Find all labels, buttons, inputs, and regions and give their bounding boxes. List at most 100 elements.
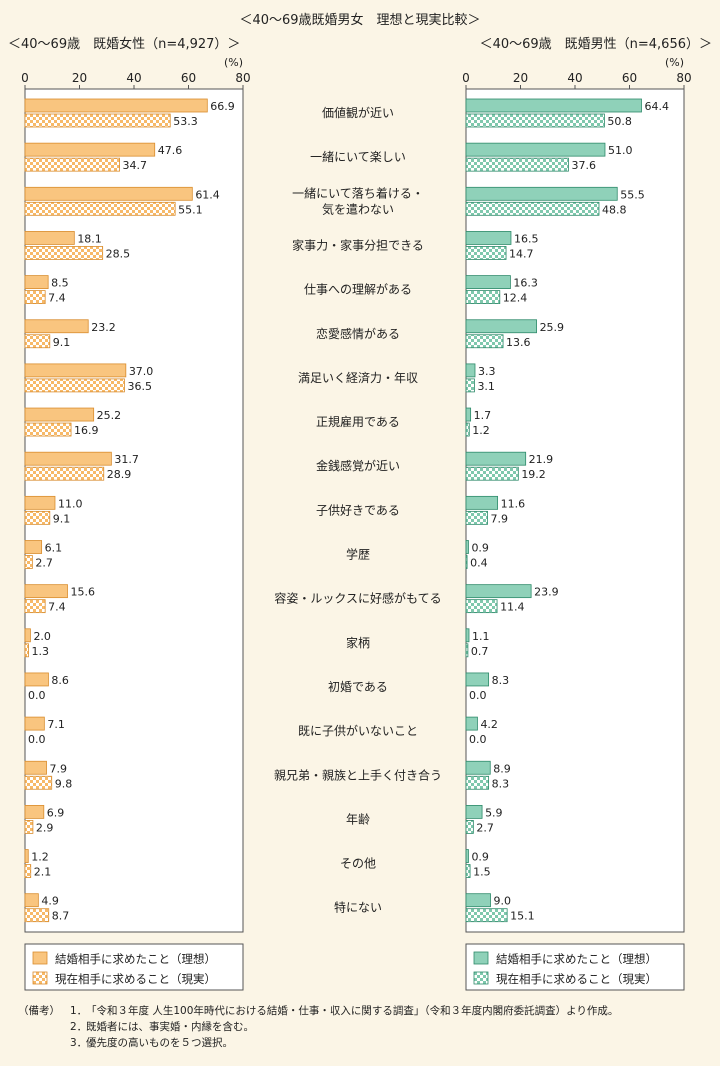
notes-label: （備考） bbox=[18, 1005, 60, 1017]
tick-label: 0 bbox=[21, 71, 29, 85]
bar-current bbox=[465, 510, 488, 525]
bar-ideal bbox=[24, 672, 49, 687]
bar-ideal bbox=[24, 451, 112, 466]
bar-ideal bbox=[24, 805, 45, 819]
data-label: 0.7 bbox=[471, 645, 489, 658]
data-label: 11.6 bbox=[501, 497, 526, 510]
bar-current bbox=[465, 422, 470, 437]
bar-ideal bbox=[465, 495, 499, 510]
category-label: 容姿・ルックスに好感がもてる bbox=[274, 591, 441, 606]
bar-current bbox=[24, 908, 50, 923]
bar-current bbox=[465, 201, 600, 216]
bar-current bbox=[465, 599, 498, 614]
bar-current bbox=[465, 290, 501, 305]
bar-current bbox=[24, 334, 51, 349]
bar-current bbox=[465, 246, 507, 260]
category-label: 家柄 bbox=[346, 635, 370, 650]
bar-ideal bbox=[465, 716, 478, 731]
data-label: 21.9 bbox=[529, 453, 554, 466]
bar-ideal bbox=[465, 98, 642, 113]
data-label: 31.7 bbox=[114, 453, 139, 466]
bar-ideal bbox=[24, 495, 56, 510]
tick-label: 60 bbox=[622, 71, 637, 85]
bar-ideal bbox=[24, 98, 208, 113]
data-label: 2.7 bbox=[476, 821, 494, 834]
data-label: 37.0 bbox=[129, 365, 154, 378]
category-label: 特にない bbox=[334, 900, 382, 915]
note-number: 1． bbox=[70, 1005, 88, 1017]
comparison-chart: ＜40～69歳既婚男女 理想と現実比較＞ ＜40～69歳 既婚女性（n=4,92… bbox=[8, 12, 712, 991]
data-label: 13.6 bbox=[506, 336, 531, 349]
data-label: 0.0 bbox=[469, 733, 487, 746]
data-label: 9.1 bbox=[53, 512, 71, 525]
data-label: 5.9 bbox=[485, 806, 503, 819]
data-label: 12.4 bbox=[503, 292, 528, 305]
category-label: 家事力・家事分担できる bbox=[292, 237, 424, 252]
data-label: 9.1 bbox=[53, 336, 71, 349]
tick-label: 0 bbox=[462, 71, 470, 85]
category-label: 年齢 bbox=[346, 811, 370, 826]
tick-label: 40 bbox=[126, 71, 141, 85]
data-label: 28.9 bbox=[107, 468, 132, 481]
tick-label: 20 bbox=[513, 71, 528, 85]
bar-ideal bbox=[24, 628, 31, 643]
bar-ideal bbox=[465, 584, 532, 599]
data-label: 11.0 bbox=[58, 497, 83, 510]
legend-swatch-current bbox=[473, 971, 489, 985]
data-label: 1.2 bbox=[472, 424, 490, 437]
notes: （備考） 1．「令和３年度 人生100年時代における結婚・仕事・収入に関する調査」… bbox=[18, 1003, 718, 1051]
data-label: 50.8 bbox=[607, 115, 632, 128]
data-label: 0.0 bbox=[469, 689, 487, 702]
data-label: 2.9 bbox=[36, 821, 54, 834]
category-label: その他 bbox=[340, 857, 376, 871]
legend-swatch-ideal bbox=[32, 951, 48, 965]
category-label: 初婚である bbox=[328, 680, 388, 694]
tick-label: 20 bbox=[72, 71, 87, 85]
bar-ideal bbox=[24, 319, 89, 334]
data-label: 55.1 bbox=[178, 203, 203, 216]
legend-swatch-ideal bbox=[473, 951, 489, 965]
data-label: 11.4 bbox=[500, 601, 525, 614]
bar-ideal bbox=[465, 805, 483, 819]
bar-ideal bbox=[465, 893, 491, 908]
data-label: 8.7 bbox=[52, 910, 70, 923]
note-row-3: 3．優先度の高いものを５つ選択。 bbox=[18, 1035, 718, 1051]
bar-current bbox=[465, 908, 508, 923]
bar-current bbox=[24, 775, 53, 790]
bar-current bbox=[465, 775, 490, 790]
data-label: 2.0 bbox=[33, 630, 51, 643]
bar-current bbox=[465, 643, 469, 658]
data-label: 36.5 bbox=[127, 380, 151, 393]
category-label: 満足いく経済力・年収 bbox=[298, 370, 418, 385]
bar-current bbox=[24, 510, 51, 525]
bar-current bbox=[465, 113, 605, 128]
bar-current bbox=[24, 201, 176, 216]
category-label: 恋愛感情がある bbox=[316, 326, 400, 341]
category-label: 学歴 bbox=[346, 547, 370, 562]
bar-current bbox=[465, 378, 475, 393]
data-label: 64.4 bbox=[644, 100, 669, 113]
plot-frame bbox=[24, 88, 244, 933]
data-label: 0.9 bbox=[471, 851, 489, 864]
bar-ideal bbox=[24, 407, 95, 422]
data-label: 7.9 bbox=[491, 512, 509, 525]
data-label: 0.4 bbox=[470, 557, 488, 570]
category-label: 子供好きである bbox=[316, 503, 400, 517]
data-label: 2.7 bbox=[35, 557, 53, 570]
bar-current bbox=[24, 378, 125, 393]
data-label: 8.6 bbox=[51, 674, 68, 687]
bar-ideal bbox=[24, 186, 193, 201]
female-subtitle: ＜40～69歳 既婚女性（n=4,927）＞ bbox=[8, 36, 240, 52]
bar-current bbox=[24, 466, 105, 481]
data-label: 1.1 bbox=[472, 630, 490, 643]
note-text: 既婚者には、事実婚・内縁を含む。 bbox=[86, 1021, 254, 1033]
data-label: 48.8 bbox=[602, 203, 627, 216]
note-row-2: 2．既婚者には、事実婚・内縁を含む。 bbox=[18, 1019, 718, 1035]
bar-current bbox=[24, 820, 34, 834]
bar-ideal bbox=[465, 451, 527, 466]
data-label: 14.7 bbox=[509, 247, 534, 260]
bar-ideal bbox=[465, 628, 470, 643]
data-label: 6.1 bbox=[45, 542, 63, 555]
bar-ideal bbox=[24, 849, 29, 863]
bar-current bbox=[24, 113, 171, 128]
